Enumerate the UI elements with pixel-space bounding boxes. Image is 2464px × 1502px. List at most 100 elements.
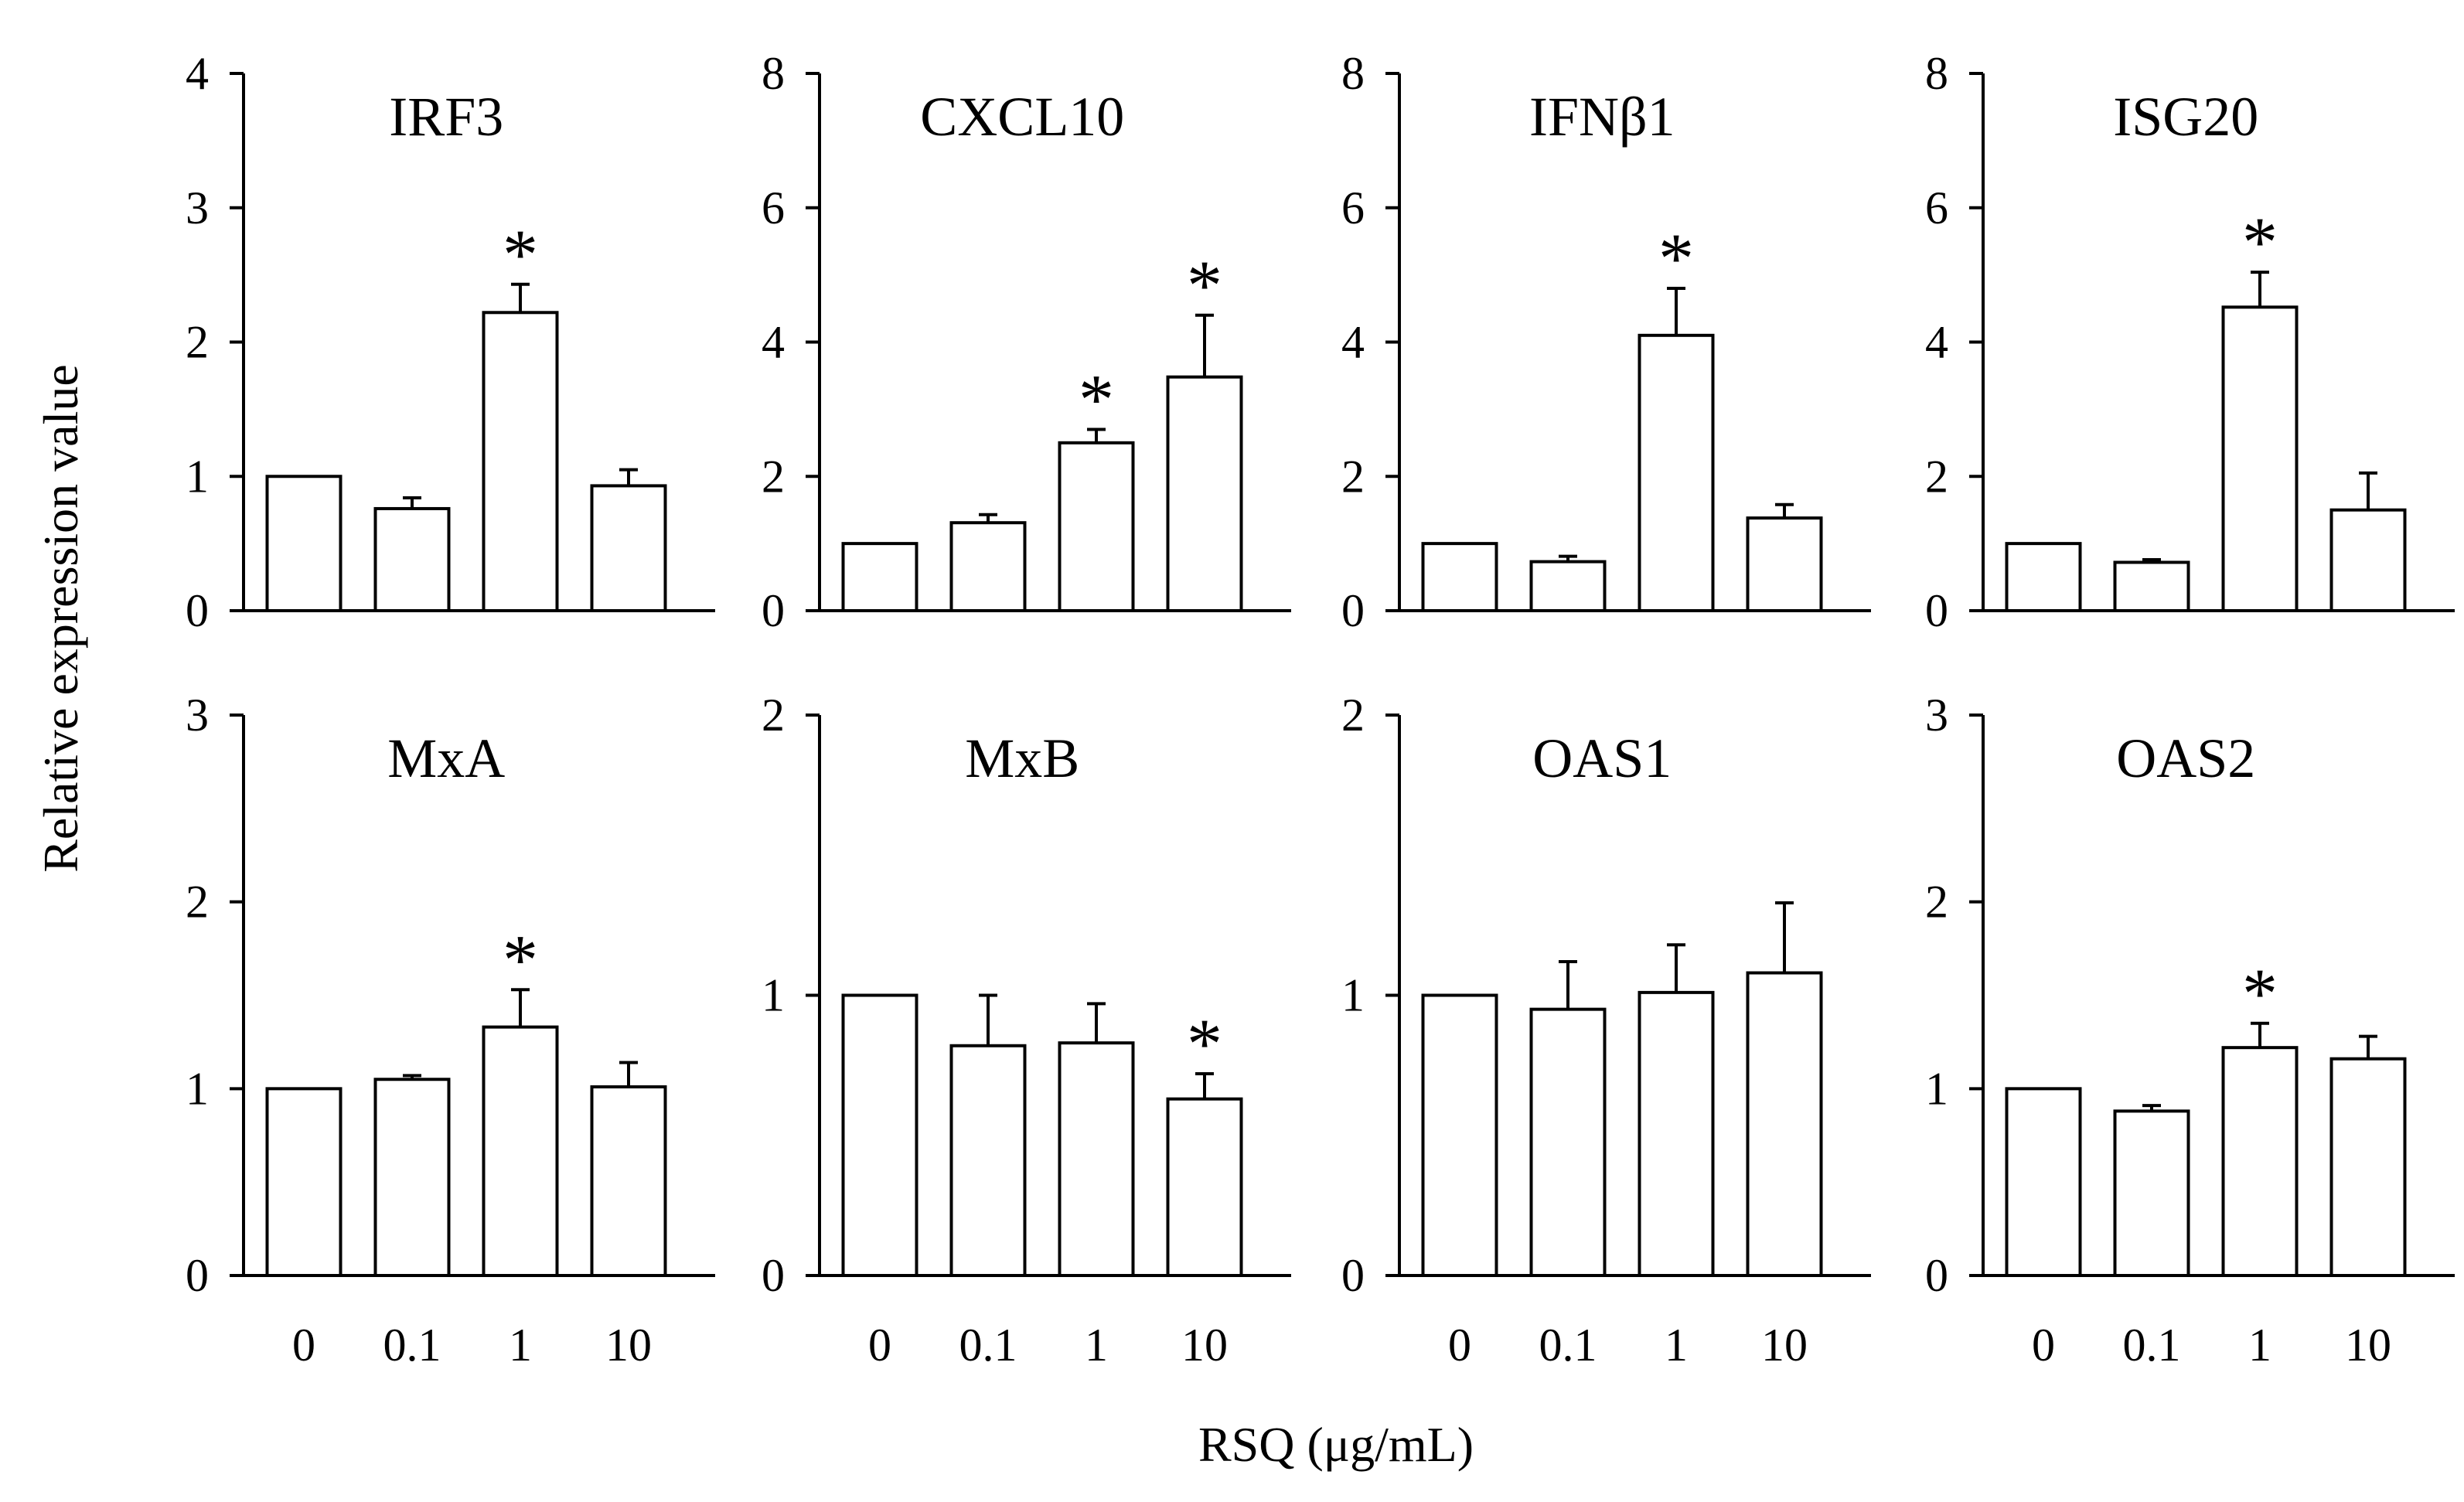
- y-tick-label: 2: [1341, 690, 1365, 741]
- significance-asterisk: *: [2242, 203, 2278, 281]
- panel-ifn-1: 0 2 4 6 8 IFNβ1 *: [1341, 48, 1871, 636]
- panel-mxa: 0 1 2 3 MxA 0 0.1 * 1 10: [186, 690, 715, 1371]
- x-category-label: 0: [1448, 1320, 1471, 1371]
- bar-0: [841, 993, 918, 1277]
- panel-title: MxA: [387, 727, 505, 789]
- bar-10: [1166, 375, 1243, 612]
- panel-title: IFNβ1: [1529, 86, 1675, 148]
- y-tick-label: 0: [186, 1250, 209, 1301]
- y-tick-label: 8: [1925, 48, 1948, 99]
- x-category-label: 10: [2345, 1320, 2391, 1371]
- panel-title: OAS1: [1532, 727, 1672, 789]
- y-tick-label: 3: [1925, 690, 1948, 741]
- panel-title: OAS2: [2116, 727, 2255, 789]
- y-tick-label: 0: [1925, 1250, 1948, 1301]
- x-category-label: 1: [2248, 1320, 2271, 1371]
- y-tick-label: 3: [186, 182, 209, 233]
- y-tick-label: 0: [1925, 585, 1948, 636]
- chart-panels: 0 1 2 3 4 IRF3 * 0 2 4 6 8 CXCL10 * * 0 2 4 6 8 IFNβ1 * 0 2 4 6 8 I…: [186, 48, 2455, 1371]
- y-tick-label: 4: [762, 317, 785, 368]
- x-category-label: 0.1: [1539, 1320, 1597, 1371]
- bar-0: [1421, 993, 1498, 1277]
- y-tick-label: 2: [186, 877, 209, 928]
- significance-asterisk: *: [1658, 219, 1694, 298]
- panel-oas2: 0 1 2 3 OAS2 0 0.1 * 1 10: [1925, 690, 2455, 1371]
- y-tick-label: 4: [1341, 317, 1365, 368]
- panel-title: IRF3: [389, 86, 503, 148]
- bar-0-1: [1529, 1007, 1607, 1277]
- bar-0-1: [373, 506, 451, 613]
- y-tick-label: 2: [762, 451, 785, 502]
- bar-10: [590, 1085, 667, 1277]
- x-category-label: 1: [509, 1320, 532, 1371]
- x-category-label: 10: [1761, 1320, 1808, 1371]
- y-tick-label: 2: [1341, 451, 1365, 502]
- x-category-label: 0.1: [383, 1320, 441, 1371]
- x-category-label: 10: [1181, 1320, 1228, 1371]
- bar-1: [482, 1025, 559, 1278]
- y-tick-label: 2: [762, 690, 785, 741]
- y-tick-label: 3: [186, 690, 209, 741]
- bar-0: [841, 542, 918, 612]
- bar-10: [1746, 516, 1823, 612]
- bar-1: [482, 311, 559, 612]
- bar-0: [1421, 542, 1498, 612]
- y-tick-label: 2: [186, 317, 209, 368]
- panel-cxcl10: 0 2 4 6 8 CXCL10 * *: [762, 48, 1291, 636]
- panel-title: MxB: [965, 727, 1079, 789]
- y-tick-label: 1: [762, 970, 785, 1021]
- x-category-label: 0: [2032, 1320, 2055, 1371]
- significance-asterisk: *: [1187, 246, 1222, 325]
- significance-asterisk: *: [503, 920, 538, 999]
- y-tick-label: 0: [762, 585, 785, 636]
- bar-10: [2329, 1057, 2407, 1277]
- y-axis-label: Relative expression value: [33, 364, 88, 873]
- bar-0-1: [1529, 560, 1607, 612]
- significance-asterisk: *: [2242, 954, 2278, 1033]
- bar-1: [1638, 333, 1715, 612]
- panel-mxb: 0 1 2 MxB 0 0.1 1 * 10: [762, 690, 1291, 1371]
- y-tick-label: 8: [1341, 48, 1365, 99]
- bar-10: [1166, 1097, 1243, 1277]
- bar-1: [2221, 1046, 2299, 1277]
- panel-title: CXCL10: [920, 86, 1124, 148]
- significance-asterisk: *: [1187, 1004, 1222, 1083]
- bar-10: [1746, 971, 1823, 1277]
- x-category-label: 0.1: [2123, 1320, 2181, 1371]
- x-category-label: 1: [1085, 1320, 1108, 1371]
- y-tick-label: 2: [1925, 877, 1948, 928]
- bar-0: [2005, 1087, 2082, 1278]
- y-tick-label: 0: [1341, 1250, 1365, 1301]
- bar-10: [590, 484, 667, 612]
- bar-0: [265, 1087, 343, 1278]
- y-tick-label: 4: [1925, 317, 1948, 368]
- y-tick-label: 6: [1341, 182, 1365, 233]
- significance-asterisk: *: [503, 215, 538, 294]
- bar-0-1: [949, 1044, 1027, 1277]
- y-tick-label: 0: [186, 585, 209, 636]
- bar-1: [2221, 305, 2299, 612]
- panel-title: ISG20: [2113, 86, 2258, 148]
- x-category-label: 1: [1665, 1320, 1688, 1371]
- x-category-label: 10: [605, 1320, 652, 1371]
- y-tick-label: 6: [1925, 182, 1948, 233]
- y-tick-label: 8: [762, 48, 785, 99]
- panel-oas1: 0 1 2 OAS1 0 0.1 1 10: [1341, 690, 1871, 1371]
- y-tick-label: 1: [186, 451, 209, 502]
- bar-1: [1638, 990, 1715, 1277]
- y-tick-label: 6: [762, 182, 785, 233]
- y-tick-label: 0: [762, 1250, 785, 1301]
- bar-1: [1058, 1041, 1135, 1277]
- bar-0-1: [2113, 1109, 2190, 1278]
- bar-0-1: [373, 1078, 451, 1277]
- x-category-label: 0.1: [959, 1320, 1017, 1371]
- bar-0-1: [2113, 560, 2190, 613]
- panel-isg20: 0 2 4 6 8 ISG20 *: [1925, 48, 2455, 636]
- y-tick-label: 4: [186, 48, 209, 99]
- x-category-label: 0: [868, 1320, 891, 1371]
- x-category-label: 0: [292, 1320, 315, 1371]
- y-tick-label: 1: [186, 1063, 209, 1114]
- y-tick-label: 1: [1925, 1063, 1948, 1114]
- bar-0: [265, 475, 343, 612]
